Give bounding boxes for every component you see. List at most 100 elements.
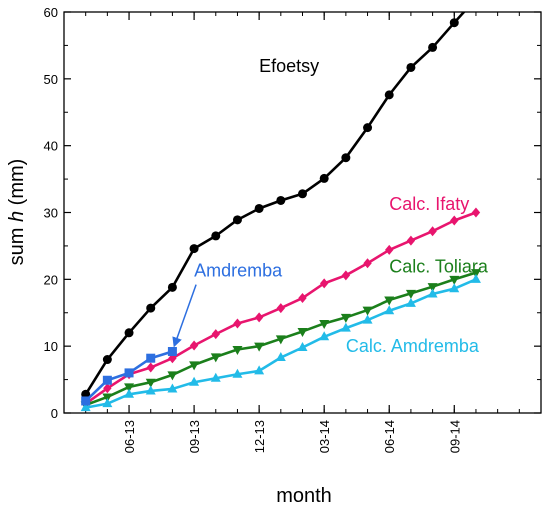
data-point: [254, 203, 264, 213]
data-point: [340, 322, 351, 332]
data-point: [189, 376, 200, 386]
data-point: [406, 62, 416, 72]
data-point: [298, 189, 307, 199]
data-point: [146, 353, 156, 363]
data-point: [146, 362, 155, 373]
data-point: [124, 388, 135, 398]
y-axis-title: sum h (mm): [6, 159, 28, 266]
y-axis-title-variable: h: [6, 211, 28, 222]
data-point: [168, 353, 177, 364]
data-point: [384, 305, 395, 315]
x-tick-label: 06-14: [382, 420, 397, 453]
y-axis: 0 10 20 30 40 50 60: [44, 5, 541, 421]
data-point: [232, 368, 243, 378]
data-point: [232, 346, 243, 356]
data-point: [428, 226, 437, 237]
data-point: [189, 340, 199, 351]
data-point: [405, 297, 416, 307]
data-point: [297, 342, 308, 352]
data-point: [189, 361, 200, 371]
data-point: [124, 368, 134, 378]
data-point: [167, 282, 177, 292]
data-point: [254, 365, 265, 375]
data-point: [276, 195, 286, 205]
data-point: [341, 153, 351, 163]
data-point: [210, 353, 221, 363]
data-point: [470, 273, 481, 283]
y-tick-label: 20: [44, 272, 58, 287]
series-calc-amdremba: [80, 273, 481, 412]
data-point: [449, 18, 459, 28]
data-point: [254, 342, 265, 352]
data-point: [146, 303, 156, 313]
data-point: [298, 293, 307, 304]
series-layer: [80, 0, 481, 412]
series-calc-toliara: [80, 269, 481, 411]
data-point: [189, 244, 199, 254]
data-point: [427, 283, 438, 293]
y-tick-label: 30: [44, 206, 58, 221]
data-point: [145, 378, 156, 388]
data-point: [81, 396, 91, 406]
y-axis-title-suffix: (mm): [6, 159, 28, 211]
data-point: [167, 347, 177, 357]
data-point: [405, 289, 416, 299]
data-point: [102, 393, 113, 403]
data-point: [362, 306, 373, 316]
data-point: [471, 207, 481, 218]
data-point: [233, 318, 242, 329]
annotation-arrow: [172, 284, 197, 348]
x-tick-label: 09-14: [447, 420, 462, 453]
data-point: [384, 90, 394, 100]
data-point: [363, 123, 373, 133]
data-point: [167, 371, 178, 381]
data-point: [102, 355, 112, 365]
data-point: [102, 398, 113, 408]
data-point: [362, 314, 373, 324]
x-tick-label: 06-13: [122, 420, 137, 453]
x-tick-label: 12-13: [252, 420, 267, 453]
data-point: [276, 303, 286, 314]
data-point: [427, 288, 438, 298]
data-point: [232, 215, 242, 225]
data-point: [103, 383, 112, 394]
data-point: [319, 278, 329, 289]
x-tick-label: 03-14: [317, 420, 332, 453]
data-point: [319, 173, 329, 183]
data-point: [124, 383, 135, 393]
data-point: [450, 215, 459, 226]
data-point: [102, 375, 112, 385]
data-point: [363, 258, 372, 269]
data-point: [340, 313, 351, 323]
data-point: [124, 328, 134, 338]
y-tick-label: 60: [44, 5, 58, 20]
data-point: [471, 0, 480, 3]
data-point: [406, 235, 416, 246]
series-label: Calc. Ifaty: [389, 194, 469, 214]
data-point: [210, 372, 221, 382]
x-axis: 06-13 09-13 12-13 03-14 06-14 09-14: [85, 12, 520, 453]
y-tick-label: 40: [44, 139, 58, 154]
y-axis-title-prefix: sum: [6, 222, 28, 265]
annotation-layer: Efoetsy Calc. Ifaty Calc. Toliara Calc. Amd…: [172, 56, 489, 356]
data-point: [145, 385, 156, 395]
y-tick-label: 50: [44, 72, 58, 87]
data-point: [80, 402, 91, 412]
series-label: Calc. Amdremba: [346, 336, 480, 356]
data-point: [428, 42, 438, 52]
series-label: Amdremba: [194, 261, 283, 281]
data-point: [275, 335, 286, 345]
data-point: [449, 275, 460, 285]
data-point: [470, 269, 481, 279]
series-label: Calc. Toliara: [389, 257, 489, 277]
series-label: Efoetsy: [259, 56, 319, 76]
series-calc-ifaty: [81, 207, 481, 409]
y-tick-label: 0: [51, 406, 58, 421]
data-point: [319, 319, 330, 329]
data-point: [297, 327, 308, 337]
data-point: [275, 352, 286, 362]
data-point: [319, 331, 330, 341]
data-point: [449, 283, 460, 293]
data-point: [341, 270, 351, 281]
